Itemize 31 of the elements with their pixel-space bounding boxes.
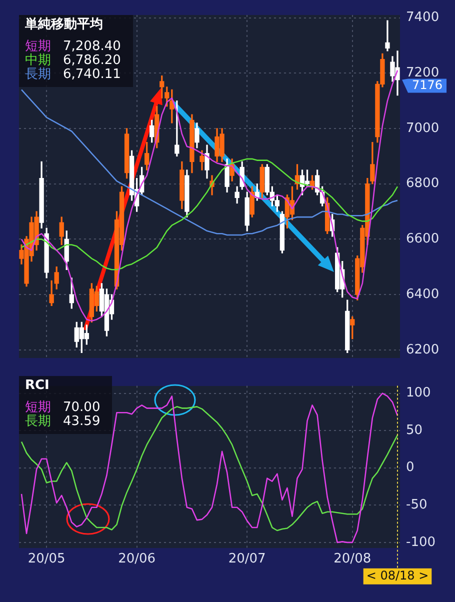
y-tick-label: 50 bbox=[406, 422, 423, 438]
annotation: 6,740.11 bbox=[63, 67, 121, 82]
y-tick-label: 6400 bbox=[406, 286, 440, 302]
y-tick-label: 7400 bbox=[406, 10, 440, 26]
text: 中期 bbox=[25, 53, 51, 68]
x-tick-label: 20/06 bbox=[118, 552, 156, 567]
y-tick-label: 0 bbox=[406, 460, 414, 476]
x-tick-label: 20/07 bbox=[228, 552, 266, 567]
x-tick-label: 20/05 bbox=[28, 552, 66, 567]
series-label: 長期 bbox=[25, 67, 51, 82]
y-tick-label: 100 bbox=[406, 386, 431, 401]
annotation: 7,208.40 bbox=[63, 39, 121, 54]
y-tick-label: 7000 bbox=[406, 120, 440, 136]
legend-title: 単純移動平均 bbox=[25, 17, 104, 32]
series-label: 長期 bbox=[25, 414, 51, 429]
y-tick-label: 6800 bbox=[406, 176, 440, 192]
y-tick-label: -50 bbox=[406, 498, 428, 513]
candlestick bbox=[385, 20, 390, 52]
annotation: 43.59 bbox=[63, 414, 100, 429]
text: 7176 bbox=[412, 78, 443, 92]
y-tick-label: 6600 bbox=[406, 232, 440, 247]
y-tick-label: 7200 bbox=[406, 66, 440, 80]
y-tick-label: -100 bbox=[406, 534, 436, 550]
text: < 08/18 > bbox=[366, 568, 429, 583]
annotation: 6,786.20 bbox=[63, 53, 121, 68]
text: 短期 bbox=[25, 400, 51, 415]
y-tick-label: 6200 bbox=[406, 342, 440, 358]
annotation: 70.00 bbox=[63, 400, 100, 415]
x-tick-label: 20/08 bbox=[334, 552, 372, 567]
text: 短期 bbox=[25, 39, 51, 54]
legend-title: RCI bbox=[25, 378, 50, 393]
